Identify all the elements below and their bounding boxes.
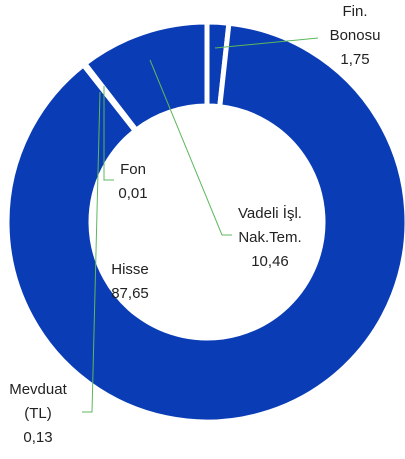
value-label: 0,13 [23, 429, 53, 446]
category-label: Fon [120, 161, 146, 178]
data-label: Fon 0,01 [100, 158, 166, 206]
leader-line [103, 86, 114, 181]
category-label: Fin. Bonosu [329, 3, 381, 44]
data-label: Fin. Bonosu 1,75 [318, 0, 392, 72]
category-label: Mevduat (TL) [9, 381, 67, 422]
value-label: 10,46 [251, 253, 289, 270]
category-label: Hisse [111, 261, 149, 278]
value-label: 87,65 [111, 285, 149, 302]
donut-slice [4, 20, 405, 425]
leader-line [82, 91, 101, 413]
value-label: 1,75 [340, 51, 370, 68]
value-label: 0,01 [118, 185, 148, 202]
data-label: Hisse 87,65 [95, 258, 165, 306]
leader-line [214, 37, 319, 49]
donut-slice [81, 19, 210, 134]
category-label: Vadeli İşl. Nak.Tem. [238, 205, 302, 246]
data-label: Mevduat (TL) 0,13 [0, 378, 76, 450]
leader-line [149, 59, 232, 236]
data-label: Vadeli İşl. Nak.Tem. 10,46 [215, 202, 325, 274]
